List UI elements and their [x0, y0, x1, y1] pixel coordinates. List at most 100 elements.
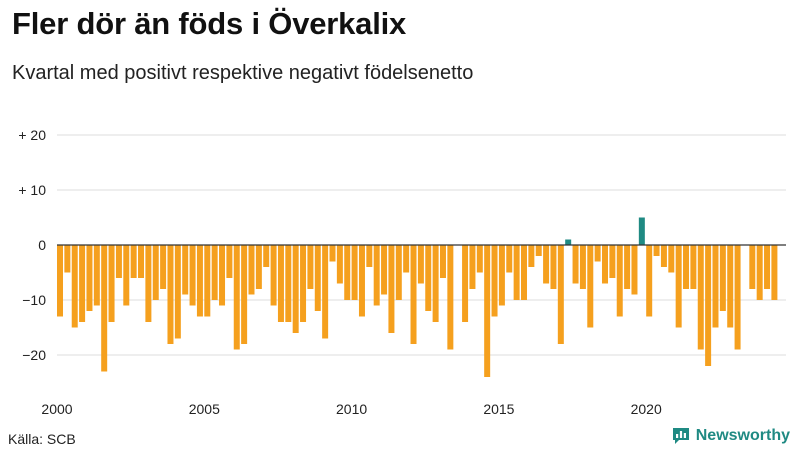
bar	[646, 245, 653, 317]
bar	[174, 245, 181, 339]
bar	[211, 245, 218, 300]
bar	[366, 245, 373, 267]
bar	[616, 245, 623, 317]
bar	[439, 245, 446, 278]
bar	[491, 245, 498, 317]
bar	[557, 245, 564, 344]
bar	[764, 245, 771, 289]
bar	[528, 245, 535, 267]
bar	[189, 245, 196, 306]
bar	[660, 245, 667, 267]
bar	[410, 245, 417, 344]
source-note: Källa: SCB	[8, 431, 76, 447]
bar	[403, 245, 410, 273]
x-tick-label: 2015	[483, 401, 514, 417]
bar	[550, 245, 557, 289]
bar	[344, 245, 351, 300]
bar	[381, 245, 388, 295]
bar	[152, 245, 159, 300]
bar	[432, 245, 439, 322]
bar	[182, 245, 189, 295]
bar	[638, 217, 645, 245]
bar	[196, 245, 203, 317]
bar	[749, 245, 756, 289]
chart-title: Fler dör än föds i Överkalix	[12, 6, 407, 41]
x-tick-label: 2000	[41, 401, 72, 417]
bar	[300, 245, 307, 322]
bar	[255, 245, 262, 289]
brand-logo: Newsworthy	[671, 426, 790, 446]
x-tick-label: 2005	[189, 401, 220, 417]
bar	[93, 245, 100, 306]
bar	[594, 245, 601, 262]
y-tick-label: −10	[22, 292, 46, 308]
bar	[535, 245, 542, 256]
bar	[498, 245, 505, 306]
bar	[307, 245, 314, 289]
bar	[115, 245, 122, 278]
bar	[138, 245, 145, 278]
bar	[285, 245, 292, 322]
bar	[624, 245, 631, 289]
bar	[675, 245, 682, 328]
bar	[358, 245, 365, 317]
bar	[314, 245, 321, 311]
bar	[579, 245, 586, 289]
bar	[447, 245, 454, 350]
bar	[130, 245, 137, 278]
bar	[64, 245, 71, 273]
bar	[506, 245, 513, 273]
bar	[336, 245, 343, 284]
bar	[697, 245, 704, 350]
y-tick-label: −20	[22, 347, 46, 363]
bar	[653, 245, 660, 256]
x-tick-label: 2020	[631, 401, 662, 417]
bar	[79, 245, 86, 322]
bar	[145, 245, 152, 322]
bar	[572, 245, 579, 284]
bar	[226, 245, 233, 278]
bar	[86, 245, 93, 311]
bar	[690, 245, 697, 289]
bar	[609, 245, 616, 278]
bar	[683, 245, 690, 289]
bar	[484, 245, 491, 377]
bar	[322, 245, 329, 339]
bar	[248, 245, 255, 295]
bar	[167, 245, 174, 344]
bar	[395, 245, 402, 300]
bar-chart: + 20 + 10 0 −10 −20 2000 2005 2010 2015 2020	[18, 127, 786, 417]
brand-name: Newsworthy	[695, 427, 790, 444]
bar	[771, 245, 778, 300]
bar	[263, 245, 270, 267]
bar	[520, 245, 527, 300]
bar	[71, 245, 78, 328]
bar	[631, 245, 638, 295]
bar	[476, 245, 483, 273]
bar	[719, 245, 726, 311]
bar	[712, 245, 719, 328]
bar	[292, 245, 299, 333]
y-tick-label: 0	[38, 237, 46, 253]
bar	[425, 245, 432, 311]
x-tick-label: 2010	[336, 401, 367, 417]
bar	[462, 245, 469, 322]
bar	[756, 245, 763, 300]
bar	[108, 245, 115, 322]
bar	[270, 245, 277, 306]
chart-subtitle: Kvartal med positivt respektive negativt…	[12, 62, 474, 84]
bar	[233, 245, 240, 350]
y-tick-label: + 20	[18, 127, 46, 143]
bar	[587, 245, 594, 328]
bar	[388, 245, 395, 333]
bar	[668, 245, 675, 273]
bar	[241, 245, 248, 344]
bar	[727, 245, 734, 328]
bar	[705, 245, 712, 366]
bar	[373, 245, 380, 306]
bar	[101, 245, 108, 372]
bar	[543, 245, 550, 284]
bar	[57, 245, 63, 317]
bar	[417, 245, 424, 284]
bar	[351, 245, 358, 300]
